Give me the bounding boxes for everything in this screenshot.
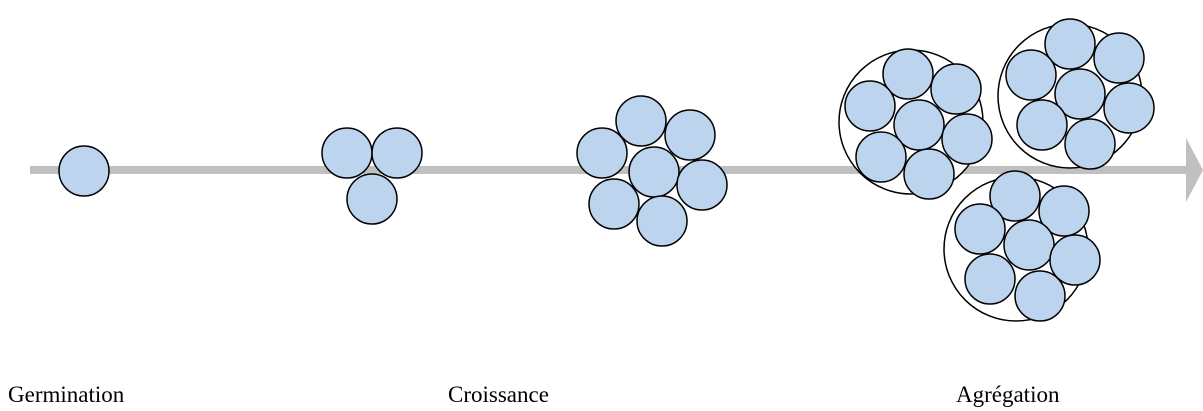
germination-stage xyxy=(58,145,110,197)
aggregate xyxy=(838,48,993,200)
particle xyxy=(903,148,955,200)
particle xyxy=(58,145,110,197)
particle xyxy=(346,173,398,225)
particle xyxy=(882,48,934,100)
particle xyxy=(1014,270,1066,322)
particle xyxy=(371,127,423,179)
particle xyxy=(1054,68,1106,120)
particle xyxy=(676,159,728,211)
particle xyxy=(588,178,640,230)
particle xyxy=(1103,82,1155,134)
particle xyxy=(615,95,667,147)
particle xyxy=(1005,49,1057,101)
croissance-cluster-small xyxy=(321,127,423,225)
particle xyxy=(1044,18,1096,70)
particle xyxy=(321,127,373,179)
particle xyxy=(1049,234,1101,286)
particle xyxy=(844,80,896,132)
particle xyxy=(636,195,688,247)
germination-label: Germination xyxy=(8,382,125,407)
particle xyxy=(941,113,993,165)
particle xyxy=(855,131,907,183)
particle xyxy=(964,253,1016,305)
particle xyxy=(1003,219,1055,271)
aggregate xyxy=(943,170,1101,322)
agregation-label: Agrégation xyxy=(956,382,1060,407)
particle xyxy=(1064,118,1116,170)
particle xyxy=(1093,32,1145,84)
particle xyxy=(1016,99,1068,151)
particle xyxy=(893,99,945,151)
particle xyxy=(576,127,628,179)
particle xyxy=(664,109,716,161)
axis-arrow-head xyxy=(1186,138,1203,202)
particle xyxy=(930,63,982,115)
particle xyxy=(628,146,680,198)
croissance-label: Croissance xyxy=(448,382,549,407)
particle xyxy=(1038,185,1090,237)
particle xyxy=(954,203,1006,255)
croissance-cluster-large xyxy=(576,95,728,247)
particle xyxy=(989,170,1041,222)
aggregate xyxy=(997,18,1155,170)
